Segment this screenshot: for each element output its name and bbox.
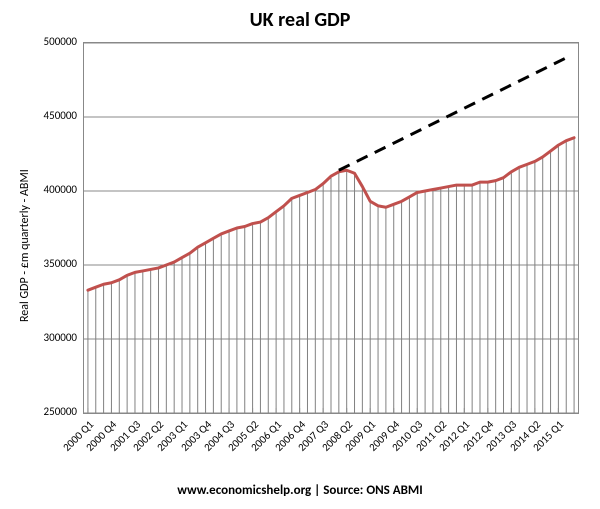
- plot-area: [83, 42, 579, 414]
- y-tick-label: 250000: [0, 405, 77, 418]
- y-tick-label: 400000: [0, 183, 77, 196]
- y-tick-label: 500000: [0, 35, 77, 48]
- chart-container: UK real GDP Real GDP - £m quarterly - AB…: [0, 0, 600, 509]
- plot-svg: [84, 43, 578, 413]
- y-tick-label: 350000: [0, 257, 77, 270]
- chart-title: UK real GDP: [0, 8, 600, 32]
- y-tick-label: 300000: [0, 331, 77, 344]
- y-tick-label: 450000: [0, 109, 77, 122]
